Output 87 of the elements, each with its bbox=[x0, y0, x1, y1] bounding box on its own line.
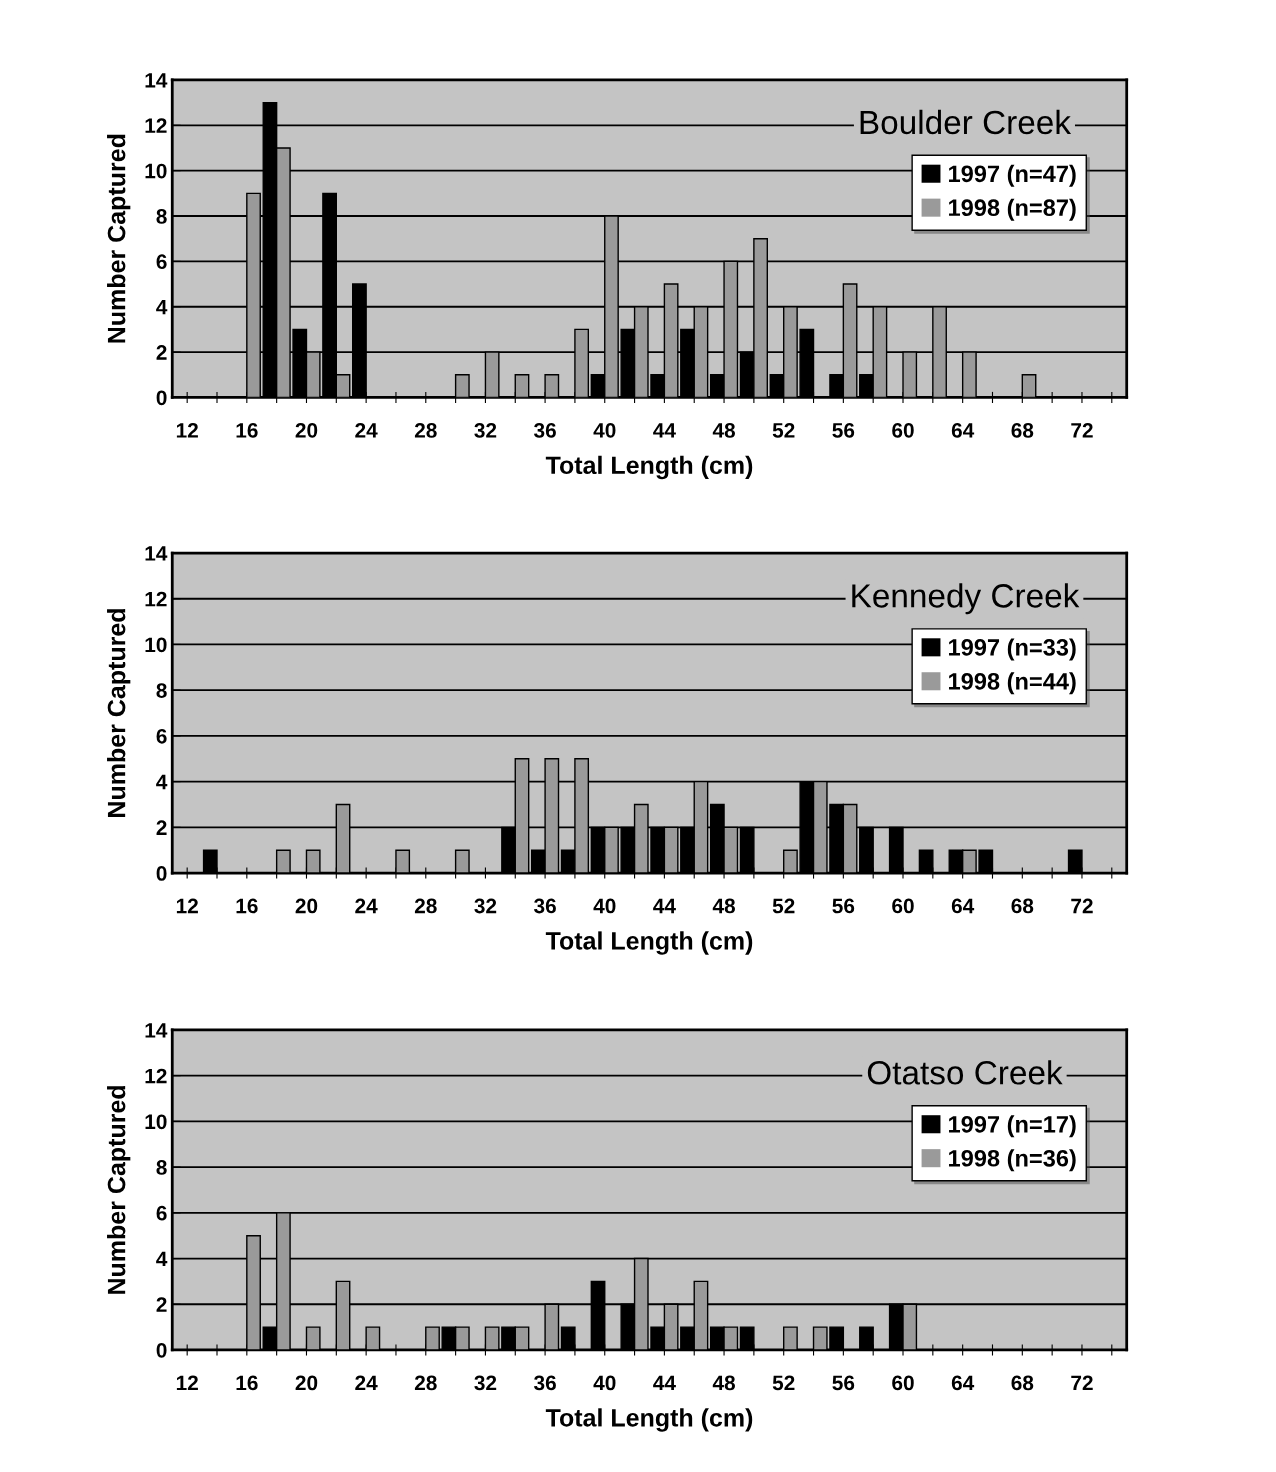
legend-label: 1997 (n=17) bbox=[949, 1115, 1076, 1138]
x-tick-label: 24 bbox=[355, 898, 378, 914]
x-tick-label: 44 bbox=[653, 898, 676, 914]
y-axis-title: Number Captured bbox=[107, 134, 131, 343]
text: Otatso Creek bbox=[867, 1060, 1063, 1085]
y-tick-label: 0 bbox=[156, 1342, 167, 1358]
x-tick-label: 24 bbox=[355, 422, 378, 438]
x-tick-label: 28 bbox=[414, 898, 437, 914]
x-tick-label: 72 bbox=[1071, 422, 1093, 438]
x-tick-label: 16 bbox=[236, 422, 258, 438]
text: Boulder Creek bbox=[860, 109, 1072, 135]
x-tick-label: 40 bbox=[593, 1375, 616, 1391]
y-tick-label: 10 bbox=[145, 1114, 167, 1130]
x-tick-label: 72 bbox=[1071, 1375, 1093, 1391]
x-tick-label: 32 bbox=[474, 898, 497, 914]
x-tick-label: 32 bbox=[474, 422, 497, 438]
x-tick-label: 28 bbox=[414, 1375, 437, 1391]
x-tick-label: 52 bbox=[772, 898, 795, 914]
x-tick-label: 40 bbox=[593, 898, 616, 914]
y-tick-label: 4 bbox=[156, 299, 168, 315]
x-tick-label: 72 bbox=[1071, 898, 1093, 914]
x-tick-label: 48 bbox=[712, 422, 735, 438]
x-tick-label: 60 bbox=[892, 422, 914, 438]
x-axis-title: Total Length (cm) bbox=[545, 455, 753, 480]
x-tick-label: 36 bbox=[533, 1375, 556, 1391]
y-tick-label: 8 bbox=[156, 1160, 167, 1175]
x-tick-label: 24 bbox=[355, 1375, 378, 1391]
x-tick-label: 36 bbox=[533, 422, 556, 438]
x-tick-label: 12 bbox=[176, 1375, 198, 1391]
y-tick-label: 4 bbox=[156, 774, 168, 790]
y-tick-label: 8 bbox=[156, 683, 167, 698]
y-tick-label: 10 bbox=[145, 637, 167, 653]
x-tick-label: 48 bbox=[712, 1375, 735, 1391]
x-tick-label: 52 bbox=[772, 1375, 795, 1391]
x-tick-label: 64 bbox=[951, 422, 975, 438]
x-tick-label: 64 bbox=[951, 898, 975, 914]
x-tick-label: 20 bbox=[295, 1375, 318, 1391]
y-tick-label: 2 bbox=[156, 345, 167, 360]
x-tick-label: 44 bbox=[653, 1375, 676, 1391]
y-tick-label: 6 bbox=[156, 254, 167, 270]
y-tick-label: 12 bbox=[145, 1068, 167, 1084]
y-tick-label: 10 bbox=[145, 163, 167, 179]
x-tick-label: 36 bbox=[533, 898, 556, 914]
x-tick-label: 20 bbox=[295, 898, 318, 914]
x-axis-title: Total Length (cm) bbox=[545, 1408, 753, 1432]
x-tick-label: 56 bbox=[832, 898, 855, 914]
x-axis-title: Total Length (cm) bbox=[545, 931, 753, 955]
x-tick-label: 28 bbox=[414, 422, 437, 438]
y-tick-label: 0 bbox=[156, 390, 167, 406]
x-tick-label: 40 bbox=[593, 422, 616, 438]
legend-label: 1998 (n=36) bbox=[949, 1149, 1076, 1172]
legend-label: 1997 (n=47) bbox=[949, 164, 1076, 187]
x-tick-label: 60 bbox=[892, 1375, 914, 1391]
x-tick-label: 68 bbox=[1011, 422, 1034, 438]
y-tick-label: 14 bbox=[145, 1023, 168, 1038]
x-tick-label: 68 bbox=[1011, 1375, 1034, 1391]
y-axis-title: Number Captured bbox=[107, 1086, 131, 1294]
y-tick-label: 14 bbox=[145, 546, 168, 561]
x-tick-label: 32 bbox=[474, 1375, 497, 1391]
legend-label: 1998 (n=87) bbox=[949, 198, 1076, 221]
y-tick-label: 0 bbox=[156, 866, 167, 881]
x-tick-label: 44 bbox=[653, 423, 676, 438]
legend-label: 1997 (n=33) bbox=[949, 638, 1076, 661]
text: Kennedy Creek bbox=[852, 583, 1080, 615]
x-tick-label: 16 bbox=[236, 898, 258, 914]
legend-label: 1998 (n=44) bbox=[949, 672, 1076, 695]
x-tick-label: 56 bbox=[832, 1375, 855, 1391]
x-tick-label: 52 bbox=[772, 422, 795, 438]
y-axis-title: Number Captured bbox=[107, 609, 131, 817]
y-tick-label: 4 bbox=[156, 1251, 168, 1267]
x-tick-label: 56 bbox=[832, 422, 855, 438]
x-tick-label: 60 bbox=[892, 898, 914, 914]
y-tick-label: 14 bbox=[145, 73, 168, 88]
x-tick-label: 64 bbox=[951, 1375, 975, 1391]
y-tick-label: 6 bbox=[156, 728, 167, 744]
y-tick-label: 8 bbox=[156, 209, 167, 224]
x-tick-label: 12 bbox=[176, 422, 198, 438]
y-tick-label: 2 bbox=[156, 820, 167, 835]
y-tick-label: 12 bbox=[145, 118, 167, 133]
y-tick-label: 12 bbox=[145, 591, 167, 607]
x-tick-label: 20 bbox=[295, 422, 318, 438]
y-tick-label: 6 bbox=[156, 1205, 167, 1221]
x-tick-label: 48 bbox=[712, 898, 735, 914]
x-tick-label: 68 bbox=[1011, 898, 1034, 914]
x-tick-label: 12 bbox=[176, 898, 198, 914]
x-tick-label: 16 bbox=[236, 1375, 258, 1391]
y-tick-label: 2 bbox=[156, 1297, 167, 1312]
